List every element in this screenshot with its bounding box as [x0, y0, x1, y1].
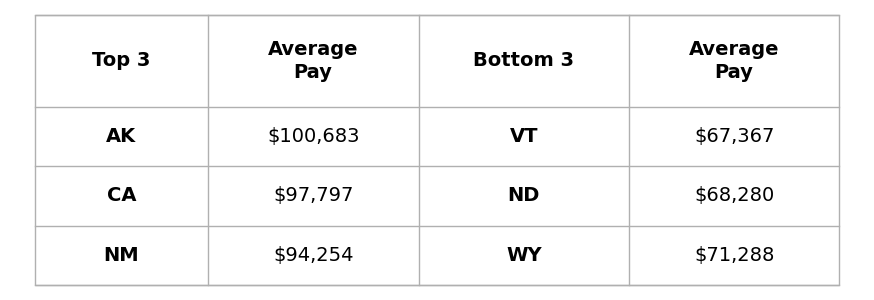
- Bar: [35, 15, 839, 285]
- Text: WY: WY: [506, 246, 542, 265]
- Text: AK: AK: [107, 127, 136, 146]
- Text: ND: ND: [508, 186, 540, 206]
- Text: CA: CA: [107, 186, 136, 206]
- Text: $67,367: $67,367: [694, 127, 774, 146]
- Text: NM: NM: [104, 246, 139, 265]
- Text: Bottom 3: Bottom 3: [474, 51, 574, 70]
- Text: VT: VT: [510, 127, 538, 146]
- Text: $94,254: $94,254: [273, 246, 353, 265]
- Text: $71,288: $71,288: [694, 246, 774, 265]
- Text: $100,683: $100,683: [267, 127, 359, 146]
- Text: $68,280: $68,280: [694, 186, 774, 206]
- Text: Top 3: Top 3: [93, 51, 150, 70]
- Text: Average
Pay: Average Pay: [268, 40, 358, 82]
- Text: Average
Pay: Average Pay: [689, 40, 780, 82]
- Text: $97,797: $97,797: [273, 186, 353, 206]
